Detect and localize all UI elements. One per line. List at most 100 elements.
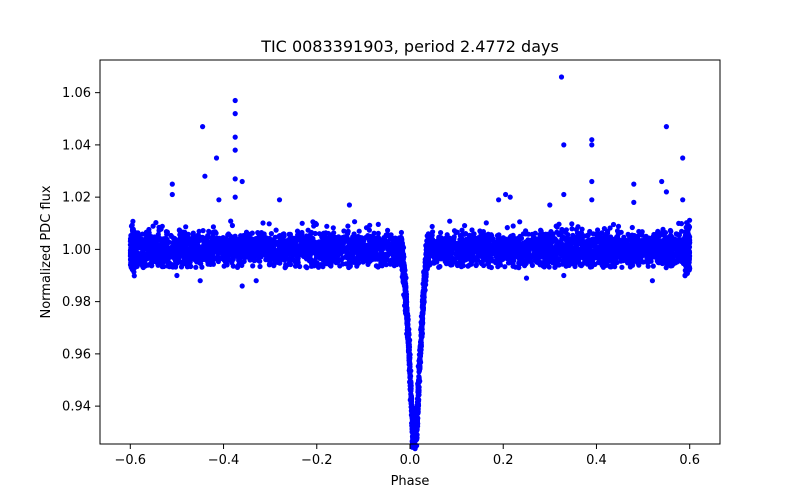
data-point [655,228,661,234]
data-point [152,248,158,254]
data-point [627,253,633,259]
data-point [371,252,377,259]
data-point [420,307,426,313]
data-point [469,227,475,233]
data-point [419,321,425,327]
data-point [187,246,193,252]
data-point [607,225,613,231]
data-point [588,237,594,244]
data-point [404,316,411,322]
data-point [230,263,236,269]
data-point [340,261,346,267]
data-point [168,232,174,239]
data-point [507,256,513,262]
data-point [312,239,318,245]
data-point [286,231,292,237]
data-point [574,246,580,252]
data-point [438,256,444,262]
data-point [451,228,458,234]
data-point [170,264,176,270]
data-point [151,253,157,259]
data-point [406,368,412,374]
data-point [206,243,212,249]
data-point [291,252,297,258]
data-point [584,233,590,239]
data-point [158,252,164,258]
data-point [591,243,597,249]
data-point [193,264,199,270]
data-point [634,237,640,244]
data-point [311,263,317,269]
data-point [414,410,420,416]
data-point [579,226,585,232]
data-point [261,233,267,239]
data-point [192,240,198,246]
data-point [228,218,234,224]
data-point [543,262,550,268]
data-point [595,227,601,233]
data-point [576,256,582,262]
data-point [318,262,324,268]
data-point [159,264,165,270]
data-point [344,249,350,255]
data-point [485,261,491,267]
data-point [559,226,565,233]
data-point [241,258,247,264]
data-point [260,220,266,226]
data-point [457,236,463,243]
data-point [183,224,189,230]
data-point [356,235,363,241]
data-point [480,229,486,235]
data-point [578,238,584,244]
data-point [304,265,310,271]
data-point [182,250,188,256]
data-point [284,262,290,268]
data-point [196,260,202,266]
data-point [207,252,213,258]
data-point [277,238,283,244]
data-point [210,224,216,230]
data-point [267,249,273,255]
data-point [215,247,221,253]
data-point [375,221,381,227]
data-point [607,254,613,260]
data-point [625,231,631,237]
data-point [345,228,351,234]
data-point [562,245,568,251]
data-point [183,234,189,240]
data-point [387,244,393,250]
data-point [553,238,559,244]
data-point [272,250,278,256]
data-point [620,253,627,259]
data-point [494,247,500,254]
data-point [143,229,149,235]
data-point [601,253,608,259]
data-point [453,254,460,261]
data-point [255,244,262,250]
data-point [248,247,254,253]
data-point [519,248,525,254]
data-point [500,256,506,262]
data-point [459,256,465,263]
data-point [658,250,664,256]
data-point [417,343,423,349]
data-point [384,238,390,244]
data-point [460,263,466,269]
data-point [604,230,610,237]
data-point [273,227,279,233]
data-point [621,241,627,247]
data-point [647,253,653,259]
data-point [510,223,516,229]
data-point [352,219,358,225]
data-point [282,255,288,261]
data-point [562,260,569,266]
data-point [516,256,522,262]
data-point [442,258,448,264]
data-point [600,264,607,270]
data-point [443,239,449,245]
data-point [150,223,156,229]
data-point [375,245,381,251]
data-point [171,249,178,255]
data-point [331,230,337,236]
data-point [226,249,232,255]
